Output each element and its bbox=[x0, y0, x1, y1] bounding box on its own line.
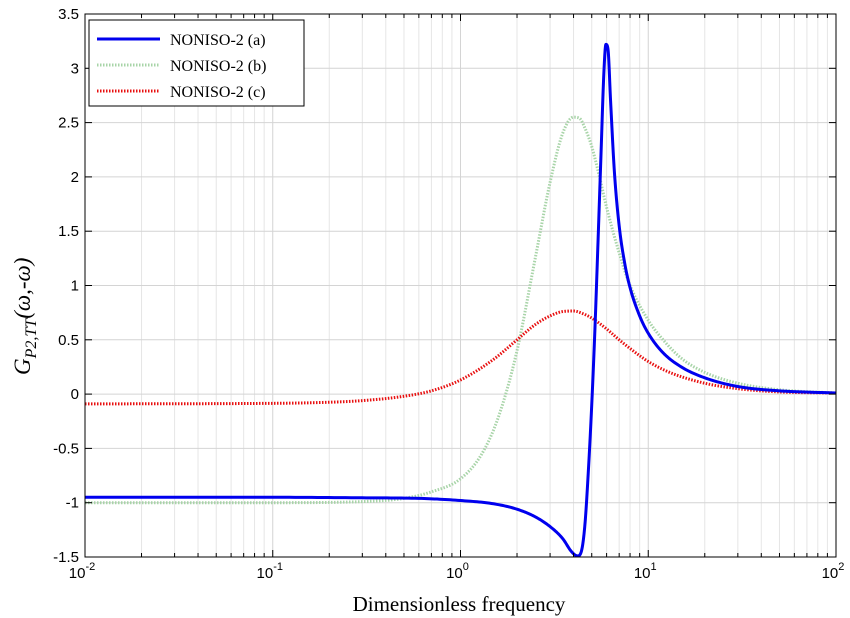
svg-text:GP2,TT(ω,-ω): GP2,TT(ω,-ω) bbox=[10, 258, 40, 375]
x-tick-label: 102 bbox=[822, 561, 845, 582]
series-line-b bbox=[85, 115, 837, 505]
axis-ticks: 10-2 10-1 100 101 102 3.5 3 2.5 2 1.5 1 0.5 0 -0.5 -1 -… bbox=[53, 6, 844, 582]
y-label-base: G bbox=[10, 358, 35, 375]
y-tick-label: 3.5 bbox=[58, 6, 79, 23]
y-label-subscript: P2,TT bbox=[23, 318, 40, 360]
y-axis-label: GP2,TT(ω,-ω) bbox=[10, 258, 40, 375]
legend-label-b: NONISO-2 (b) bbox=[170, 58, 266, 75]
y-tick-label: 0 bbox=[71, 386, 79, 403]
legend: NONISO-2 (a) NONISO-2 (b) NONISO-2 (c) bbox=[88, 19, 305, 107]
x-tick-label: 101 bbox=[634, 561, 657, 582]
y-tick-label: 0.5 bbox=[58, 332, 79, 349]
y-tick-label: 1 bbox=[71, 278, 79, 295]
x-tick-label: 10-2 bbox=[69, 561, 95, 582]
y-tick-label: 2 bbox=[71, 169, 79, 186]
y-tick-label: -1.5 bbox=[53, 549, 79, 566]
x-axis-label: Dimensionless frequency bbox=[353, 592, 566, 616]
series-layer bbox=[84, 42, 837, 558]
y-tick-label: 1.5 bbox=[58, 223, 79, 240]
x-tick-label: 100 bbox=[446, 561, 469, 582]
y-tick-label: -1 bbox=[66, 495, 79, 512]
x-tick-label: 10-1 bbox=[257, 561, 283, 582]
y-tick-label: 2.5 bbox=[58, 115, 79, 132]
series-line-a bbox=[85, 42, 837, 558]
y-tick-label: 3 bbox=[71, 60, 79, 77]
y-tick-label: -0.5 bbox=[53, 440, 79, 457]
y-label-args: (ω,-ω) bbox=[10, 258, 35, 319]
series-line-c bbox=[84, 309, 837, 406]
legend-label-c: NONISO-2 (c) bbox=[170, 84, 266, 101]
legend-label-a: NONISO-2 (a) bbox=[170, 32, 266, 49]
